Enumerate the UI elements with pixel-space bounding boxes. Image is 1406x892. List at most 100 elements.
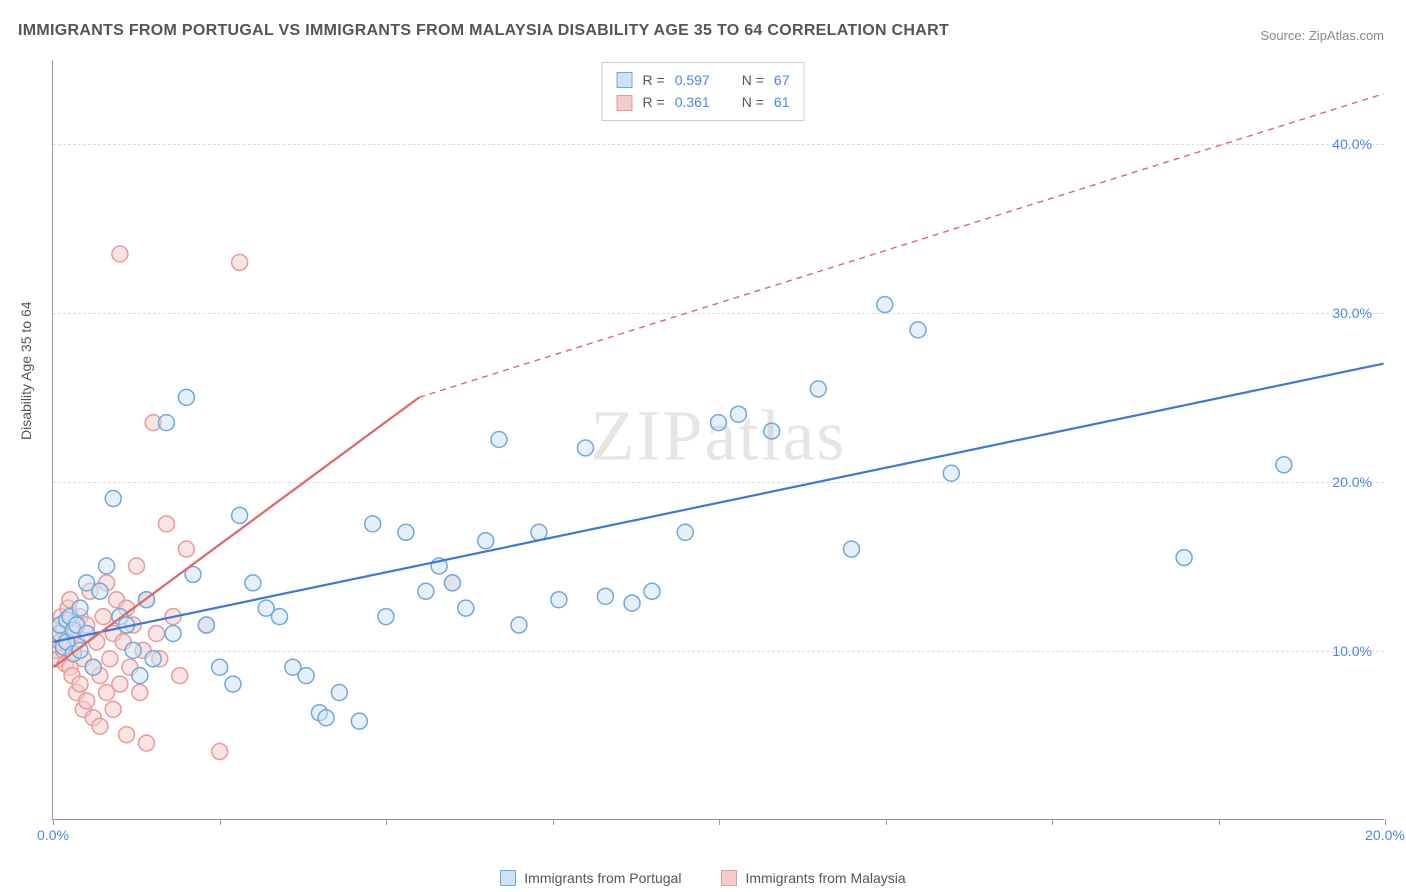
portugal-point xyxy=(677,524,693,540)
portugal-point xyxy=(877,297,893,313)
correlation-row-portugal: R = 0.597 N = 67 xyxy=(617,69,790,91)
portugal-point xyxy=(418,583,434,599)
malaysia-point xyxy=(92,718,108,734)
portugal-point xyxy=(444,575,460,591)
trend-line-malaysia xyxy=(53,397,419,667)
n-value-portugal: 67 xyxy=(774,69,790,91)
malaysia-point xyxy=(95,609,111,625)
portugal-point xyxy=(398,524,414,540)
portugal-point xyxy=(272,609,288,625)
portugal-point xyxy=(92,583,108,599)
portugal-point xyxy=(351,713,367,729)
portugal-point xyxy=(511,617,527,633)
malaysia-point xyxy=(119,727,135,743)
malaysia-point xyxy=(112,676,128,692)
portugal-point xyxy=(365,516,381,532)
correlation-row-malaysia: R = 0.361 N = 61 xyxy=(617,91,790,113)
portugal-point xyxy=(298,668,314,684)
portugal-point xyxy=(458,600,474,616)
chart-plot-area: ZIPatlas 10.0%20.0%30.0%40.0%0.0%20.0% xyxy=(52,60,1384,820)
chart-title: IMMIGRANTS FROM PORTUGAL VS IMMIGRANTS F… xyxy=(18,22,949,40)
portugal-point xyxy=(125,642,141,658)
x-tick-mark xyxy=(886,819,887,825)
x-tick-mark xyxy=(719,819,720,825)
malaysia-point xyxy=(79,693,95,709)
source-attribution: Source: ZipAtlas.com xyxy=(1260,28,1384,43)
legend-item-portugal: Immigrants from Portugal xyxy=(500,870,681,886)
portugal-point xyxy=(551,592,567,608)
portugal-point xyxy=(318,710,334,726)
portugal-point xyxy=(624,595,640,611)
x-tick-mark xyxy=(1052,819,1053,825)
n-label: N = xyxy=(742,91,764,113)
portugal-point xyxy=(245,575,261,591)
x-tick-mark xyxy=(553,819,554,825)
portugal-point xyxy=(198,617,214,633)
r-value-portugal: 0.597 xyxy=(675,69,710,91)
portugal-point xyxy=(943,465,959,481)
portugal-point xyxy=(132,668,148,684)
portugal-point xyxy=(910,322,926,338)
portugal-point xyxy=(165,625,181,641)
portugal-point xyxy=(711,415,727,431)
portugal-point xyxy=(331,685,347,701)
malaysia-point xyxy=(172,668,188,684)
portugal-point xyxy=(158,415,174,431)
swatch-malaysia-icon xyxy=(617,95,633,111)
portugal-point xyxy=(72,600,88,616)
portugal-point xyxy=(531,524,547,540)
swatch-malaysia-icon xyxy=(721,870,737,886)
x-tick-label: 0.0% xyxy=(37,827,69,843)
portugal-point xyxy=(1176,550,1192,566)
legend-item-malaysia: Immigrants from Malaysia xyxy=(721,870,905,886)
malaysia-point xyxy=(232,254,248,270)
malaysia-point xyxy=(178,541,194,557)
correlation-legend: R = 0.597 N = 67 R = 0.361 N = 61 xyxy=(602,62,805,121)
series-legend: Immigrants from Portugal Immigrants from… xyxy=(0,870,1406,886)
portugal-point xyxy=(99,558,115,574)
legend-label-portugal: Immigrants from Portugal xyxy=(524,870,681,886)
portugal-point xyxy=(105,491,121,507)
portugal-point xyxy=(212,659,228,675)
malaysia-point xyxy=(148,625,164,641)
trend-line-malaysia-extrapolated xyxy=(419,94,1383,398)
portugal-point xyxy=(810,381,826,397)
malaysia-point xyxy=(72,676,88,692)
portugal-point xyxy=(1276,457,1292,473)
malaysia-point xyxy=(132,685,148,701)
x-tick-mark xyxy=(220,819,221,825)
portugal-point xyxy=(145,651,161,667)
n-value-malaysia: 61 xyxy=(774,91,790,113)
portugal-point xyxy=(491,432,507,448)
malaysia-point xyxy=(158,516,174,532)
portugal-point xyxy=(225,676,241,692)
portugal-point xyxy=(844,541,860,557)
portugal-point xyxy=(85,659,101,675)
portugal-point xyxy=(378,609,394,625)
portugal-point xyxy=(232,507,248,523)
x-tick-mark xyxy=(53,819,54,825)
malaysia-point xyxy=(212,744,228,760)
r-value-malaysia: 0.361 xyxy=(675,91,710,113)
portugal-point xyxy=(730,406,746,422)
malaysia-point xyxy=(102,651,118,667)
malaysia-point xyxy=(129,558,145,574)
portugal-point xyxy=(597,588,613,604)
malaysia-point xyxy=(112,246,128,262)
y-axis-label: Disability Age 35 to 64 xyxy=(18,301,34,440)
trend-line-portugal xyxy=(53,364,1383,642)
portugal-point xyxy=(764,423,780,439)
r-label: R = xyxy=(643,69,665,91)
legend-label-malaysia: Immigrants from Malaysia xyxy=(745,870,905,886)
x-tick-mark xyxy=(386,819,387,825)
r-label: R = xyxy=(643,91,665,113)
malaysia-point xyxy=(105,701,121,717)
scatter-svg xyxy=(53,60,1384,819)
swatch-portugal-icon xyxy=(500,870,516,886)
swatch-portugal-icon xyxy=(617,72,633,88)
malaysia-point xyxy=(139,735,155,751)
portugal-point xyxy=(644,583,660,599)
portugal-point xyxy=(577,440,593,456)
x-tick-mark xyxy=(1219,819,1220,825)
x-tick-mark xyxy=(1385,819,1386,825)
